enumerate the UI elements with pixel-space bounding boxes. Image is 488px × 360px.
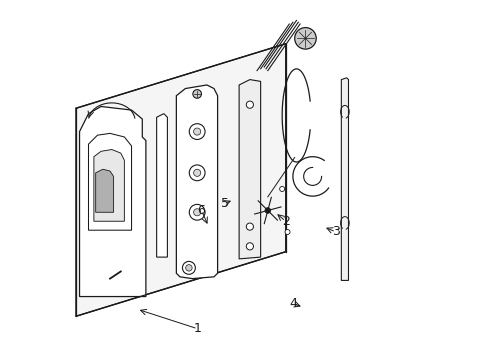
Polygon shape [96, 169, 113, 212]
Polygon shape [80, 107, 145, 297]
Text: 4: 4 [288, 297, 296, 310]
Circle shape [294, 28, 316, 49]
Circle shape [285, 229, 289, 234]
Text: 3: 3 [331, 225, 339, 238]
Circle shape [189, 124, 204, 139]
Circle shape [246, 243, 253, 250]
Polygon shape [156, 114, 167, 257]
Circle shape [193, 209, 200, 216]
Text: 5: 5 [220, 197, 228, 210]
Circle shape [193, 169, 200, 176]
Text: 6: 6 [197, 204, 205, 217]
Circle shape [182, 261, 195, 274]
Polygon shape [94, 149, 124, 221]
Circle shape [185, 265, 192, 271]
Circle shape [279, 186, 284, 192]
Circle shape [192, 90, 201, 98]
Circle shape [193, 128, 200, 135]
Circle shape [264, 208, 270, 213]
Circle shape [246, 223, 253, 230]
Text: 1: 1 [194, 322, 202, 335]
Circle shape [189, 165, 204, 181]
Polygon shape [341, 78, 348, 280]
Polygon shape [176, 85, 217, 279]
Polygon shape [76, 44, 285, 316]
Circle shape [246, 101, 253, 108]
Circle shape [189, 204, 204, 220]
Text: 2: 2 [281, 215, 289, 228]
Polygon shape [88, 134, 131, 230]
Polygon shape [239, 80, 260, 259]
